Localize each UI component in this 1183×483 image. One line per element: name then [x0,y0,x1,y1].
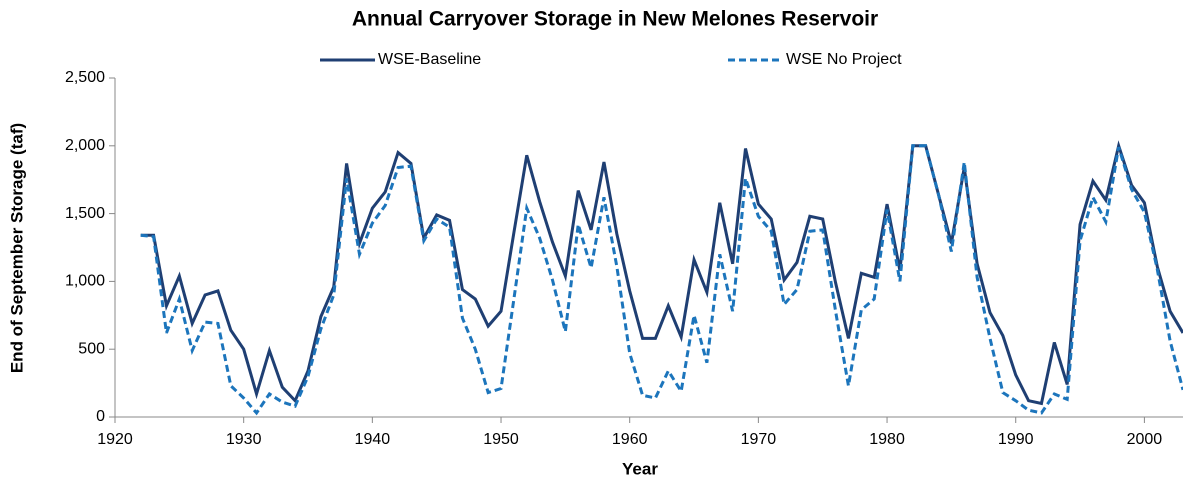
y-tick-label: 1,000 [65,273,105,290]
x-tick-label: 1970 [741,431,777,448]
data-line [140,140,1183,406]
x-tick-label: 1960 [612,431,648,448]
x-tick-label: 1930 [226,431,262,448]
x-tick-label: 1990 [998,431,1034,448]
legend-label: WSE No Project [786,51,902,68]
y-tick-label: 0 [96,408,105,425]
chart-title: Annual Carryover Storage in New Melones … [352,8,878,31]
legend-label: WSE-Baseline [378,51,481,68]
y-tick-label: 2,500 [65,69,105,86]
y-tick-label: 500 [78,340,105,357]
y-tick-label: 1,500 [65,205,105,222]
x-tick-label: 1950 [483,431,519,448]
y-axis-label: End of September Storage (taf) [7,123,26,373]
x-tick-label: 2000 [1127,431,1163,448]
x-tick-label: 1920 [97,431,133,448]
x-axis-label: Year [622,459,658,478]
x-tick-label: 1940 [355,431,391,448]
y-tick-label: 2,000 [65,137,105,154]
x-tick-label: 1980 [869,431,905,448]
data-line [140,144,1183,416]
